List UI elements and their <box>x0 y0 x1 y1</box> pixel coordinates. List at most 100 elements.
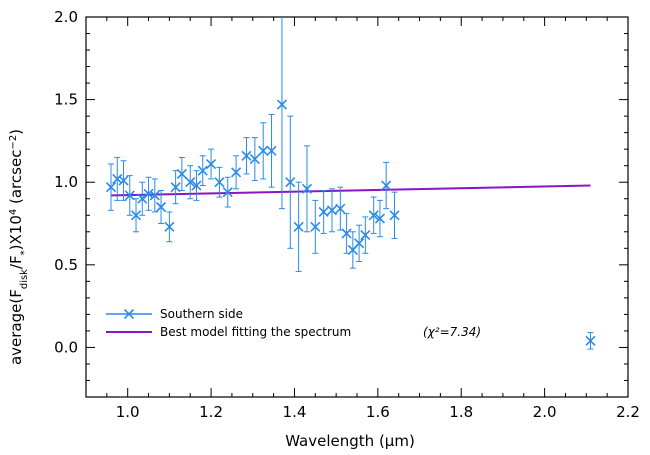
x-marker-b <box>191 180 202 191</box>
data-point <box>374 199 385 238</box>
data-point <box>155 189 167 225</box>
data-layer <box>105 17 596 350</box>
x-marker-b <box>266 145 277 156</box>
data-point <box>354 224 365 263</box>
data-point <box>258 122 269 180</box>
x-marker-b <box>249 154 260 165</box>
x-marker-b <box>258 145 269 156</box>
x-marker-b <box>222 187 233 198</box>
x-marker-b <box>374 213 385 224</box>
x-marker-b <box>164 221 175 232</box>
data-point <box>360 216 371 254</box>
data-point <box>301 145 313 233</box>
model-layer <box>110 184 591 197</box>
y-sup-4: 4 <box>8 209 19 215</box>
x-marker-b <box>326 205 338 216</box>
data-point <box>149 178 160 213</box>
data-point <box>266 113 277 188</box>
x-marker-b <box>381 180 392 191</box>
x-axis-label: Wavelength (μm) <box>285 432 415 450</box>
y-tick-label: 1.5 <box>54 91 78 109</box>
x-marker-b <box>105 182 117 193</box>
y-tick-label: 0.0 <box>54 338 78 356</box>
legend: Southern side Best model fitting the spec… <box>106 307 481 339</box>
data-point <box>318 189 329 234</box>
data-point <box>143 176 154 211</box>
x-marker-b <box>585 335 596 346</box>
x-marker-b <box>231 167 242 178</box>
x-marker-b <box>310 221 321 232</box>
plot-frame <box>85 16 629 398</box>
x-marker-b <box>241 150 252 161</box>
data-point <box>197 155 208 187</box>
y-axis-label: average(Fdisk/F*)X104 (arcsec−2) <box>7 129 30 365</box>
data-point <box>191 170 202 201</box>
x-marker-b <box>276 99 288 110</box>
x-tick-label: 1.0 <box>116 403 140 421</box>
data-point <box>389 191 400 239</box>
data-point <box>137 181 148 216</box>
x-marker-b <box>214 177 225 188</box>
y-sub-disk: disk <box>19 269 30 289</box>
data-point <box>176 156 187 191</box>
model-line <box>110 184 591 197</box>
legend-label-model: Best model fitting the spectrum <box>160 325 351 339</box>
plot-border <box>85 16 629 398</box>
data-point <box>249 137 260 182</box>
x-marker-b <box>149 190 160 201</box>
y-sup-neg2: −2 <box>8 135 19 150</box>
data-point <box>214 166 225 198</box>
x-marker-b <box>206 158 217 170</box>
x-tick-label: 1.4 <box>283 403 307 421</box>
data-point <box>170 170 181 205</box>
x-marker-b <box>130 210 142 221</box>
data-point <box>164 211 175 243</box>
x-marker-b <box>354 238 365 249</box>
data-point <box>105 163 117 211</box>
x-tick-label: 1.2 <box>199 403 223 421</box>
x-marker-b <box>112 173 123 184</box>
data-point <box>241 137 252 175</box>
y-tick-label: 2.0 <box>54 8 78 26</box>
x-marker-b <box>389 210 400 221</box>
data-point <box>285 115 296 249</box>
x-marker-b <box>285 177 296 188</box>
x-marker-b <box>293 221 304 232</box>
data-point <box>326 188 338 233</box>
x-marker-b <box>170 182 181 193</box>
data-point <box>130 198 142 233</box>
x-marker-b <box>197 165 208 176</box>
x-marker-b <box>341 228 352 239</box>
x-marker-b <box>155 201 167 213</box>
y-sub-star: * <box>19 250 30 255</box>
x-marker-b <box>185 177 196 188</box>
x-marker-b <box>318 206 329 218</box>
data-point <box>293 181 304 272</box>
data-point <box>368 196 379 234</box>
x-marker-b <box>360 230 371 241</box>
x-marker-b <box>124 190 135 201</box>
axis-ticks: 1.0 1.2 1.4 1.6 1.8 2.0 2.2 0.0 0.5 1.0 1.5 2.0 <box>54 8 640 421</box>
legend-label-southern: Southern side <box>160 307 243 321</box>
data-point <box>231 155 242 190</box>
x-marker-b <box>176 168 187 180</box>
legend-marker-b <box>123 308 135 320</box>
data-point <box>585 332 596 350</box>
x-marker-b <box>301 183 313 194</box>
x-tick-label: 1.6 <box>366 403 390 421</box>
data-point <box>118 160 129 201</box>
x-marker-b <box>335 203 346 214</box>
x-marker-b <box>118 175 129 186</box>
data-point <box>222 176 233 208</box>
data-point <box>335 186 346 231</box>
data-point <box>206 148 217 180</box>
data-point <box>310 199 321 254</box>
x-marker-b <box>137 193 148 204</box>
x-tick-label: 2.0 <box>533 403 557 421</box>
x-marker-b <box>143 188 154 199</box>
data-point <box>124 175 135 216</box>
x-tick-label: 1.8 <box>449 403 473 421</box>
data-point <box>185 165 196 200</box>
data-point <box>276 17 288 210</box>
